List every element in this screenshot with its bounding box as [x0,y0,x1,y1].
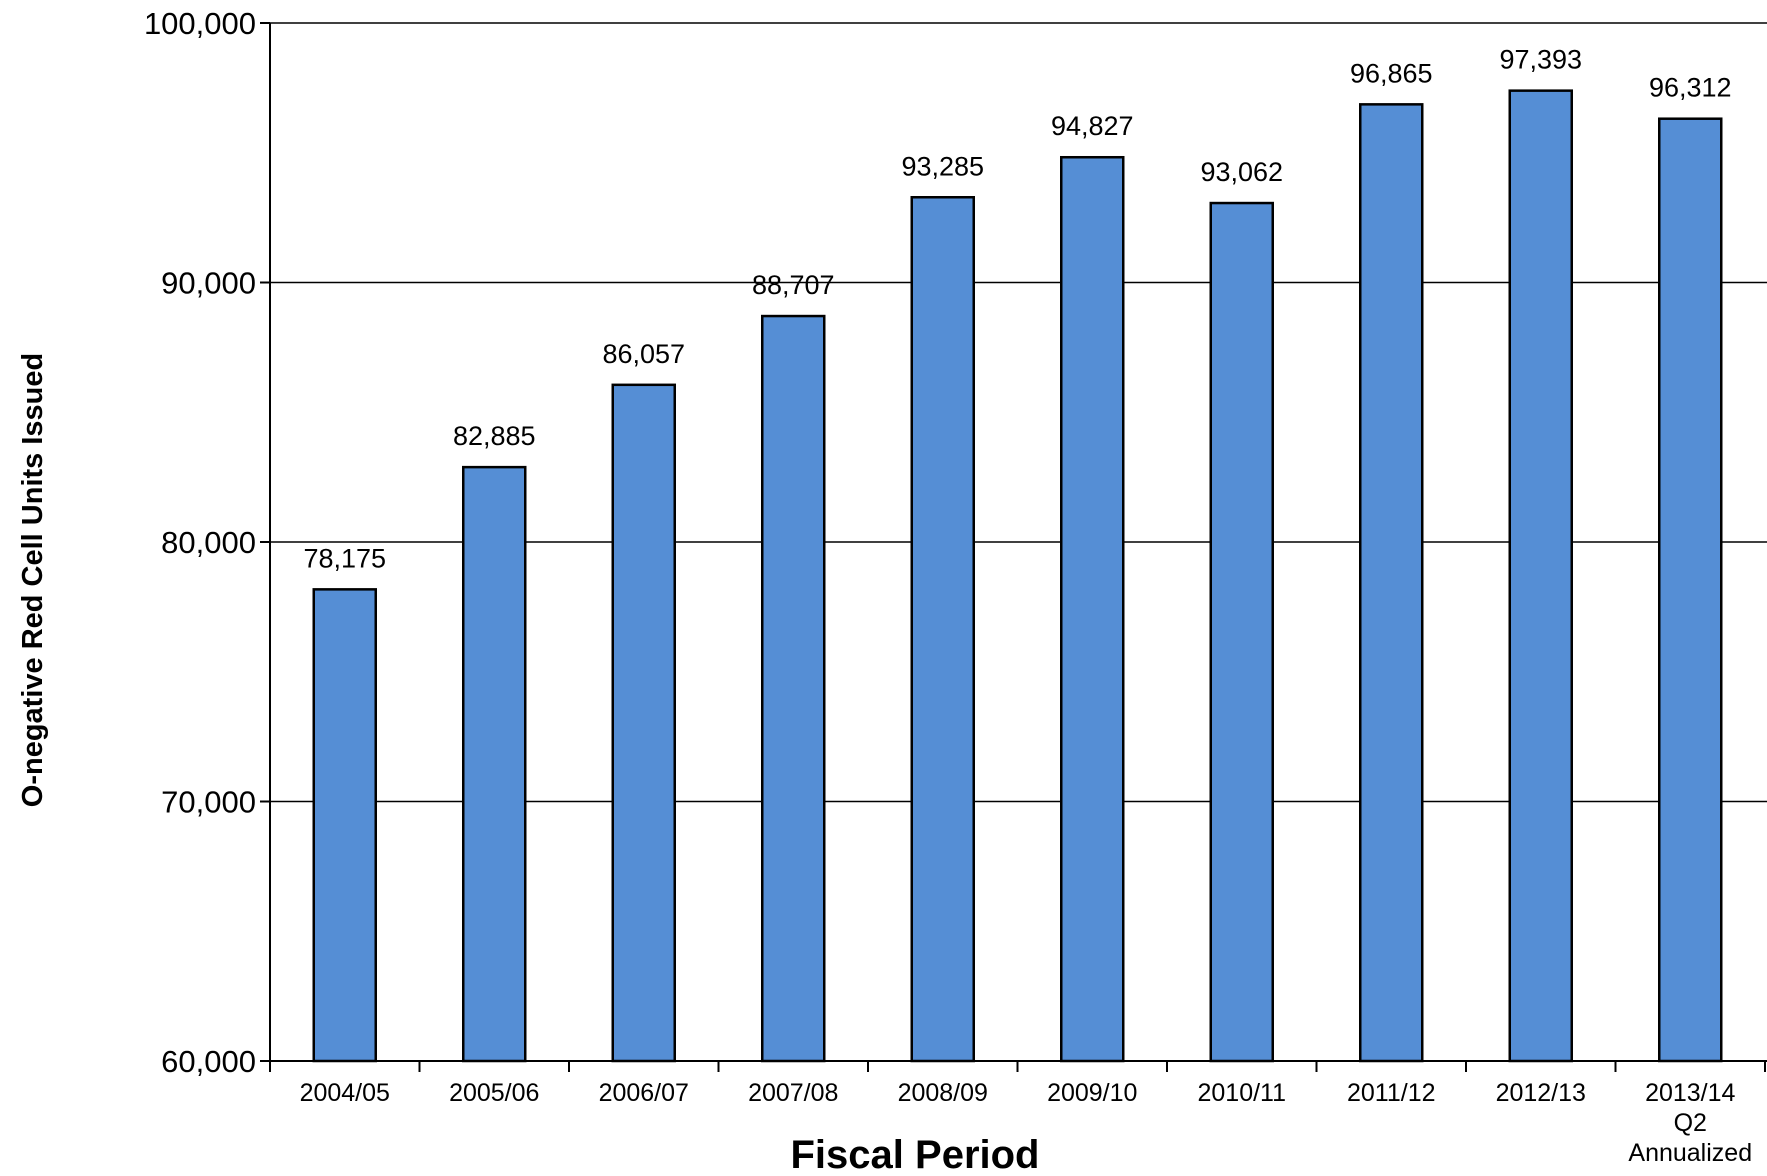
labels: 60,000 70,000 80,000 90,000 100,000 78,175 200… [144,6,1752,1167]
x-tick-label: 2010/11 [1197,1079,1286,1107]
y-axis-title: O-negative Red Cell Units Issued [17,353,49,807]
data-label: 82,885 [453,421,536,451]
y-tick-label: 70,000 [161,785,256,820]
data-label: 96,865 [1350,58,1433,88]
x-tick-label: 2012/13 [1496,1079,1586,1107]
bar [611,383,676,1063]
x-tick-label: 2011/12 [1347,1079,1436,1107]
x-tick-label: 2009/10 [1047,1079,1137,1107]
bar [910,196,975,1063]
bar [1658,117,1723,1063]
x-tick-label: 2006/07 [599,1079,689,1107]
y-tick-label: 80,000 [161,525,256,560]
x-tick-label: 2005/06 [449,1079,539,1107]
data-label: 96,312 [1649,73,1732,103]
data-label: 93,062 [1200,157,1283,187]
y-tick-label: 60,000 [161,1044,256,1079]
data-label: 97,393 [1499,45,1582,75]
data-label: 94,827 [1051,111,1134,141]
bars [312,89,1723,1063]
x-tick-label: 2008/09 [898,1079,988,1107]
bar [462,465,527,1063]
bar [761,314,826,1063]
bar [1060,155,1125,1063]
x-axis-title: Fiscal Period [791,1133,1040,1176]
bar [1508,89,1573,1063]
bar [1359,103,1424,1063]
data-label: 86,057 [602,339,685,369]
y-tick-label: 100,000 [144,6,256,41]
data-label: 88,707 [752,270,835,300]
x-tick-label: 2004/05 [300,1079,390,1107]
axes [260,22,1767,1072]
data-label: 93,285 [901,151,984,181]
y-tick-label: 90,000 [161,266,256,301]
bar [312,588,377,1063]
x-tick-label: 2007/08 [748,1079,838,1107]
data-label: 78,175 [303,543,386,573]
x-tick-label: 2013/14 Q2 Annualized [1628,1079,1752,1167]
bar [1209,201,1274,1063]
